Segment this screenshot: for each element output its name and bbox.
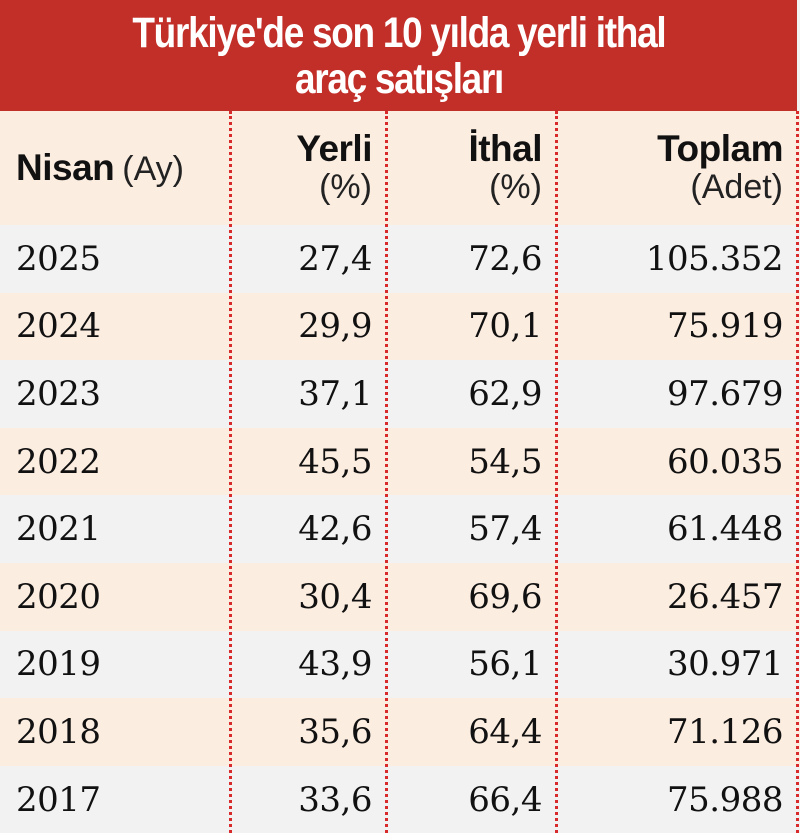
cell-toplam: 71.126 [667,711,783,752]
table-row: 2018 35,6 64,4 71.126 [0,698,800,766]
header-ithal-label: İthal [468,128,542,169]
cell-year: 2024 [16,306,101,347]
table-row: 2024 29,9 70,1 75.919 [0,292,800,361]
sales-table: Nisan (Ay) Yerli (%) İthal (%) Toplam (A… [0,111,800,833]
cell-year: 2020 [16,576,101,617]
cell-yerli: 30,4 [298,576,372,617]
column-divider [555,111,558,833]
cell-ithal: 69,6 [468,576,542,617]
cell-yerli: 27,4 [298,238,372,279]
header-ithal-unit: (%) [489,168,542,206]
cell-year: 2019 [16,644,101,685]
cell-year: 2021 [16,509,101,550]
cell-yerli: 42,6 [298,509,372,550]
cell-yerli: 43,9 [298,644,372,685]
cell-year: 2018 [16,711,101,752]
table-row: 2023 37,1 62,9 97.679 [0,360,800,428]
header-month-unit: (Ay) [122,150,184,188]
header-ithal: İthal (%) [386,111,556,225]
cell-year: 2025 [16,238,101,279]
cell-toplam: 75.988 [667,779,783,820]
cell-ithal: 56,1 [468,644,542,685]
cell-toplam: 97.679 [667,373,783,414]
cell-yerli: 35,6 [298,711,372,752]
cell-yerli: 33,6 [298,779,372,820]
header-yerli: Yerli (%) [230,111,386,225]
cell-ithal: 54,5 [468,441,542,482]
table-row: 2025 27,4 72,6 105.352 [0,225,800,293]
title-line-1: Türkiye'de son 10 yılda yerli ithal [132,8,666,57]
table-right-border [796,111,799,833]
cell-toplam: 61.448 [667,509,783,550]
header-toplam-label: Toplam [657,128,783,169]
cell-ithal: 70,1 [468,306,542,347]
cell-ithal: 66,4 [468,779,542,820]
table-row: 2017 33,6 66,4 75.988 [0,765,800,833]
cell-ithal: 72,6 [468,238,542,279]
column-divider [385,111,388,833]
cell-toplam: 60.035 [667,441,783,482]
cell-ithal: 57,4 [468,509,542,550]
table-row: 2019 43,9 56,1 30.971 [0,630,800,699]
header-yerli-label: Yerli [296,128,372,169]
cell-toplam: 75.919 [667,306,783,347]
header-month: Nisan (Ay) [0,111,230,225]
cell-yerli: 37,1 [298,373,372,414]
table-row: 2022 45,5 54,5 60.035 [0,427,800,496]
cell-year: 2023 [16,373,101,414]
cell-toplam: 30.971 [667,644,783,685]
cell-year: 2017 [16,779,101,820]
cell-yerli: 29,9 [298,306,372,347]
column-divider [229,111,232,833]
header-month-label: Nisan [16,147,115,188]
table-row: 2020 30,4 69,6 26.457 [0,562,800,631]
cell-ithal: 64,4 [468,711,542,752]
header-yerli-unit: (%) [319,168,372,206]
header-toplam: Toplam (Adet) [556,111,797,225]
title-line-2: araç satışları [294,54,503,103]
cell-toplam: 105.352 [645,238,784,279]
cell-ithal: 62,9 [468,373,542,414]
cell-yerli: 45,5 [298,441,372,482]
header-toplam-unit: (Adet) [690,168,783,206]
table-header-row: Nisan (Ay) Yerli (%) İthal (%) Toplam (A… [0,111,800,225]
title-banner: Türkiye'de son 10 yılda yerli ithal araç… [0,0,797,111]
cell-toplam: 26.457 [667,576,783,617]
table-row: 2021 42,6 57,4 61.448 [0,495,800,563]
cell-year: 2022 [16,441,101,482]
